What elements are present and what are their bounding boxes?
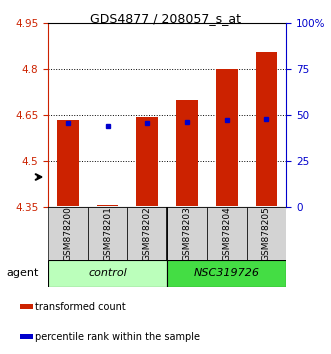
Bar bbox=[207, 207, 247, 260]
Bar bbox=[20, 334, 32, 339]
Text: percentile rank within the sample: percentile rank within the sample bbox=[35, 332, 200, 342]
Bar bbox=[247, 207, 286, 260]
Text: control: control bbox=[88, 268, 127, 279]
Text: GSM878202: GSM878202 bbox=[143, 206, 152, 261]
Text: transformed count: transformed count bbox=[35, 302, 126, 312]
Bar bbox=[136, 116, 158, 206]
Text: GSM878204: GSM878204 bbox=[222, 206, 231, 261]
Bar bbox=[48, 207, 88, 260]
Bar bbox=[127, 207, 167, 260]
Bar bbox=[176, 100, 198, 206]
Bar bbox=[256, 52, 277, 206]
Text: GDS4877 / 208057_s_at: GDS4877 / 208057_s_at bbox=[90, 12, 241, 25]
Text: GSM878203: GSM878203 bbox=[182, 206, 192, 261]
Bar bbox=[167, 260, 286, 287]
Text: GSM878200: GSM878200 bbox=[63, 206, 72, 261]
Text: agent: agent bbox=[7, 268, 39, 279]
Bar bbox=[216, 69, 238, 206]
Text: GSM878201: GSM878201 bbox=[103, 206, 112, 261]
Bar bbox=[97, 205, 118, 206]
Text: GSM878205: GSM878205 bbox=[262, 206, 271, 261]
Bar bbox=[20, 304, 32, 309]
Bar bbox=[167, 207, 207, 260]
Bar bbox=[57, 120, 79, 206]
Bar bbox=[48, 260, 167, 287]
Bar bbox=[88, 207, 127, 260]
Text: NSC319726: NSC319726 bbox=[194, 268, 260, 279]
